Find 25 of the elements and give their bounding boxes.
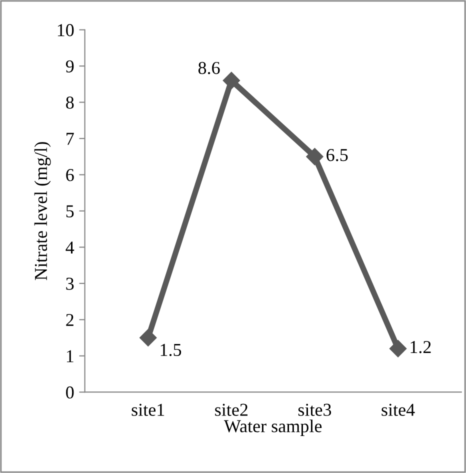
data-label: 8.6 <box>198 62 220 74</box>
y-tick-label: 0 <box>66 386 74 399</box>
y-tick-label: 8 <box>66 96 74 109</box>
y-tick-label: 5 <box>66 205 74 218</box>
data-label: 6.5 <box>326 148 348 162</box>
point <box>306 148 324 166</box>
point <box>140 329 157 346</box>
y-tick-label: 10 <box>58 24 74 36</box>
y-tick-label: 1 <box>66 350 74 362</box>
data-label: 1.2 <box>410 341 431 354</box>
x-tick-label: site1 <box>132 404 164 416</box>
y-tick-label: 3 <box>66 278 74 290</box>
y-tick-label: 7 <box>66 132 74 145</box>
y-tick-label: 6 <box>66 169 74 182</box>
x-tick-label: site2 <box>215 404 248 416</box>
y-tick-label: 9 <box>66 60 74 72</box>
y-tick-label: 2 <box>66 314 74 326</box>
y-tick-label: 4 <box>66 242 74 254</box>
point <box>389 340 407 358</box>
y-axis-title: Nitrate level (mg/l) <box>34 142 51 280</box>
point <box>222 72 240 90</box>
data-label: 1.5 <box>160 344 182 356</box>
x-axis-title: Water sample <box>224 420 322 436</box>
x-tick-label: site3 <box>298 404 332 416</box>
x-tick-label: site4 <box>382 404 415 416</box>
